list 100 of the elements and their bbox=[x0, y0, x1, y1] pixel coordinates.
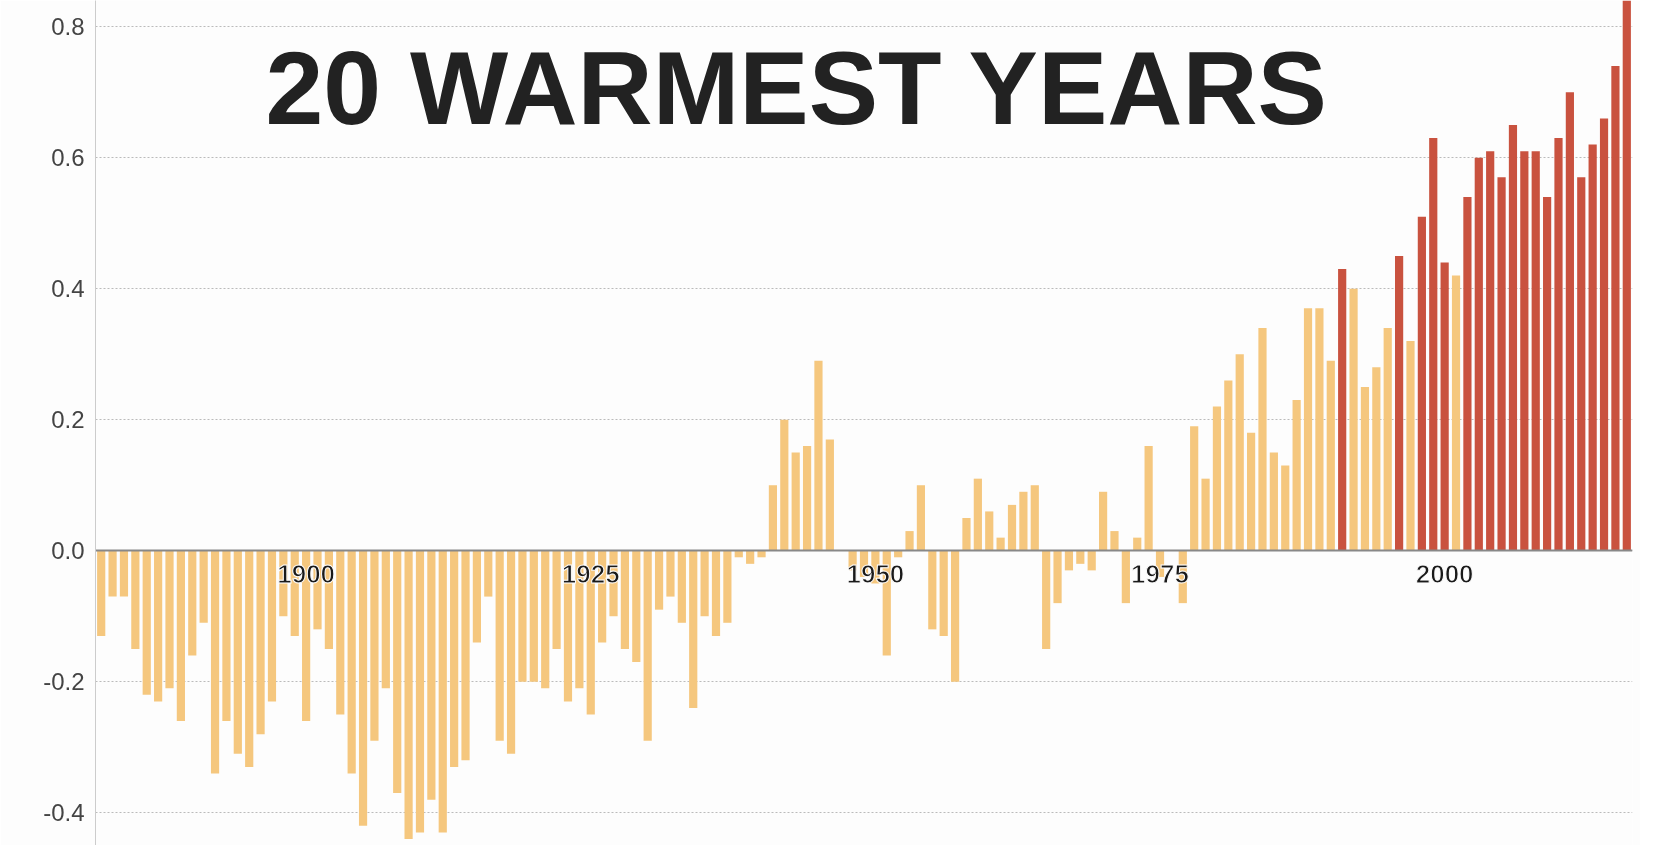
bar bbox=[484, 550, 493, 597]
bar bbox=[541, 550, 550, 689]
bar bbox=[393, 550, 402, 794]
bar bbox=[1577, 177, 1586, 551]
bar bbox=[1121, 550, 1130, 604]
bar bbox=[1315, 308, 1324, 551]
bar bbox=[1599, 118, 1609, 551]
bar bbox=[1235, 354, 1244, 551]
bar bbox=[1201, 478, 1210, 551]
bar bbox=[1349, 288, 1358, 551]
bar bbox=[643, 550, 652, 741]
bar bbox=[188, 550, 197, 656]
bar bbox=[1463, 197, 1472, 551]
bar bbox=[1338, 269, 1347, 551]
bar bbox=[768, 485, 778, 551]
bar bbox=[415, 550, 425, 833]
bar bbox=[1076, 550, 1085, 564]
bar bbox=[746, 550, 755, 564]
x-tick-label: 2000 bbox=[1415, 558, 1474, 589]
bar bbox=[1019, 491, 1028, 551]
bar bbox=[1360, 386, 1370, 551]
bar bbox=[1497, 177, 1506, 551]
bar bbox=[199, 550, 208, 623]
bar bbox=[450, 550, 459, 767]
bar bbox=[358, 550, 368, 826]
bar bbox=[1144, 445, 1153, 551]
bar bbox=[1258, 328, 1267, 551]
bar bbox=[1451, 275, 1461, 551]
bar bbox=[939, 550, 948, 636]
bar bbox=[1042, 550, 1051, 649]
bar bbox=[142, 550, 151, 695]
bar bbox=[381, 550, 390, 689]
bar bbox=[1520, 151, 1529, 551]
bar bbox=[620, 550, 630, 649]
bar bbox=[1611, 66, 1620, 551]
y-tick-label: 0.6 bbox=[51, 144, 85, 172]
bar bbox=[1292, 400, 1301, 551]
y-tick-label: 0.0 bbox=[51, 537, 85, 565]
bar bbox=[1372, 367, 1381, 551]
bar bbox=[723, 550, 732, 623]
bar bbox=[973, 478, 982, 551]
y-tick-label: 0.8 bbox=[51, 13, 85, 41]
bar bbox=[267, 550, 277, 702]
bar bbox=[518, 550, 527, 682]
bar bbox=[176, 550, 185, 722]
bar bbox=[791, 452, 800, 551]
bar bbox=[506, 550, 516, 754]
bar bbox=[1395, 255, 1404, 551]
y-tick-label: -0.4 bbox=[43, 799, 85, 827]
bar bbox=[1406, 341, 1415, 551]
bar bbox=[1383, 328, 1392, 551]
bar bbox=[222, 550, 231, 722]
bar bbox=[1098, 491, 1108, 551]
bar bbox=[780, 419, 789, 551]
bar bbox=[1486, 151, 1495, 551]
bar bbox=[711, 550, 721, 636]
bar bbox=[1247, 432, 1256, 551]
bar bbox=[438, 550, 447, 833]
bar bbox=[1030, 485, 1039, 551]
bar bbox=[210, 550, 220, 774]
bar bbox=[1190, 426, 1199, 551]
chart-title: 20 WARMEST YEARS bbox=[265, 29, 1327, 146]
bar bbox=[108, 550, 117, 597]
bar bbox=[119, 550, 129, 597]
bar bbox=[700, 550, 709, 617]
bar bbox=[1007, 504, 1017, 551]
bar bbox=[677, 550, 686, 623]
bar bbox=[347, 550, 356, 774]
bar bbox=[802, 445, 812, 551]
bar bbox=[950, 550, 960, 682]
bar bbox=[404, 550, 413, 839]
bar bbox=[1326, 360, 1335, 551]
bar bbox=[1053, 550, 1062, 604]
bar bbox=[97, 550, 106, 636]
bar bbox=[814, 360, 823, 551]
bar bbox=[529, 550, 538, 682]
bar bbox=[1474, 157, 1483, 551]
bar bbox=[1110, 531, 1119, 551]
bar bbox=[1508, 124, 1518, 551]
bar bbox=[666, 550, 675, 597]
bar bbox=[233, 550, 242, 754]
bar bbox=[996, 537, 1005, 551]
bar bbox=[1429, 138, 1438, 551]
bar bbox=[654, 550, 664, 610]
y-tick-label: -0.2 bbox=[43, 668, 85, 696]
y-tick-label: 0.2 bbox=[51, 406, 85, 434]
bar bbox=[552, 550, 561, 649]
bar bbox=[1543, 197, 1552, 551]
bar bbox=[1554, 138, 1563, 551]
bar bbox=[1224, 380, 1233, 551]
bar bbox=[427, 550, 436, 800]
bar bbox=[1133, 537, 1142, 551]
bar bbox=[472, 550, 481, 643]
y-tick-label: 0.4 bbox=[51, 275, 85, 303]
bar bbox=[689, 550, 698, 708]
bar bbox=[495, 550, 504, 741]
bar bbox=[905, 531, 914, 551]
bar bbox=[1212, 406, 1222, 551]
bar bbox=[1303, 308, 1313, 551]
bar bbox=[256, 550, 265, 735]
